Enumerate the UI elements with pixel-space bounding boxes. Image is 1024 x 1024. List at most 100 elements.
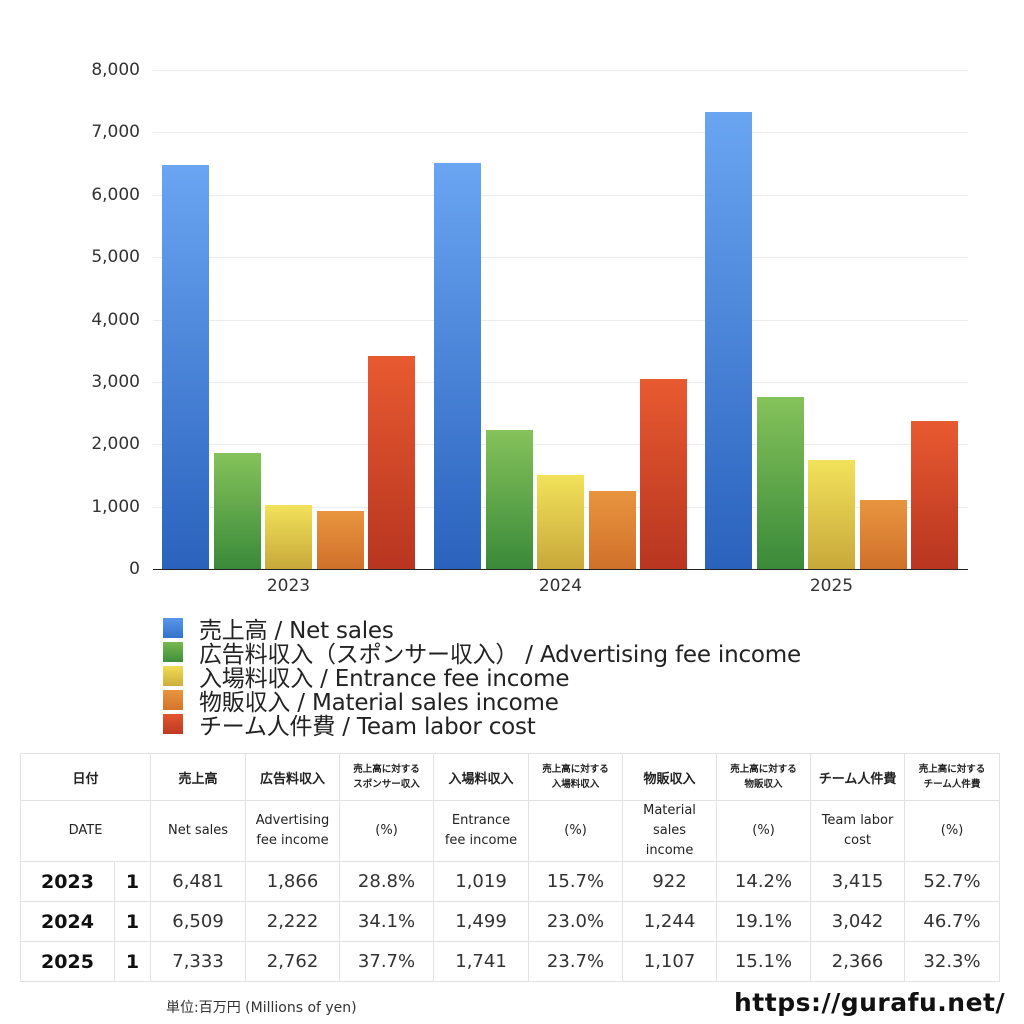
cell-mat-pct: 15.1% bbox=[716, 941, 812, 982]
cell-labor: 3,042 bbox=[810, 901, 906, 942]
header-line: スポンサー収入 bbox=[353, 779, 420, 790]
header-mat-pct-en: (%) bbox=[716, 800, 812, 862]
header-ent-pct-jp: 売上高に対する 入場料収入 bbox=[528, 753, 624, 801]
legend-item-advertising: 広告料収入（スポンサー収入） / Advertising fee income bbox=[163, 640, 801, 668]
x-tick-label: 2024 bbox=[538, 576, 583, 596]
bar bbox=[808, 460, 855, 569]
header-entrance-jp: 入場料収入 bbox=[433, 753, 530, 801]
bar-chart: 0 1,000 2,000 3,000 4,000 5,000 6,000 7,000 8,00… bbox=[91, 60, 968, 596]
legend-item-material: 物販収入 / Material sales income bbox=[163, 688, 801, 716]
table-row: 2024 1 6,509 2,222 34.1% 1,499 23.0% 1,2… bbox=[20, 901, 1001, 942]
header-line: 売上高に対する bbox=[730, 764, 797, 775]
bar bbox=[162, 164, 209, 569]
cell-year: 2025 bbox=[20, 941, 115, 982]
header-line: fee income bbox=[256, 833, 329, 848]
cell-labor: 3,415 bbox=[810, 861, 906, 902]
legend-label: チーム人件費 / Team labor cost bbox=[199, 714, 536, 740]
table-header-jp: 日付 売上高 広告料収入 売上高に対する スポンサー収入 入場料収入 売上高に対す… bbox=[19, 753, 1001, 801]
cell-ad-pct: 28.8% bbox=[339, 861, 435, 902]
bar bbox=[911, 421, 958, 569]
gridline bbox=[153, 194, 968, 196]
cell-net-sales: 6,481 bbox=[150, 861, 247, 902]
legend-label: 広告料収入（スポンサー収入） / Advertising fee income bbox=[199, 642, 801, 668]
bar bbox=[316, 511, 364, 569]
header-material-en: Material sales income bbox=[622, 800, 718, 862]
cell-material: 922 bbox=[622, 861, 718, 902]
cell-ad: 1,866 bbox=[245, 861, 341, 902]
cell-ent-pct: 23.0% bbox=[528, 901, 624, 942]
cell-month: 1 bbox=[113, 941, 152, 982]
table-header-en: DATE Net sales Advertising fee income (%)… bbox=[19, 800, 1001, 862]
header-ad-pct-jp: 売上高に対する スポンサー収入 bbox=[339, 753, 435, 801]
legend-item-net-sales: 売上高 / Net sales bbox=[163, 616, 801, 644]
header-ent-pct-en: (%) bbox=[528, 800, 624, 862]
y-tick-label: 2,000 bbox=[91, 434, 140, 455]
y-tick-label: 8,000 bbox=[91, 60, 140, 80]
header-line: cost bbox=[844, 833, 871, 848]
site-url: https://gurafu.net/ bbox=[734, 988, 1006, 1017]
legend-swatch bbox=[163, 666, 183, 686]
header-line: 物販収入 bbox=[744, 779, 783, 790]
cell-net-sales: 7,333 bbox=[150, 941, 247, 982]
bar bbox=[368, 355, 415, 569]
legend-label: 物販収入 / Material sales income bbox=[199, 690, 559, 716]
header-mat-pct-jp: 売上高に対する 物販収入 bbox=[716, 753, 812, 801]
header-line: fee income bbox=[444, 833, 518, 848]
header-line: Entrance bbox=[451, 813, 511, 828]
gridline bbox=[153, 70, 968, 71]
cell-lab-pct: 32.3% bbox=[904, 941, 1001, 982]
y-tick-label: 4,000 bbox=[91, 309, 140, 330]
cell-ad-pct: 34.1% bbox=[339, 901, 435, 942]
header-net-sales-jp: 売上高 bbox=[150, 753, 247, 801]
legend-swatch bbox=[163, 642, 183, 662]
cell-ent-pct: 15.7% bbox=[528, 861, 624, 902]
header-line: 売上高に対する bbox=[542, 764, 609, 775]
y-tick-label: 6,000 bbox=[91, 184, 140, 205]
cell-year: 2024 bbox=[20, 901, 115, 942]
header-ad-en: Advertising fee income bbox=[245, 800, 341, 862]
cell-entrance: 1,741 bbox=[433, 941, 530, 982]
cell-ad-pct: 37.7% bbox=[339, 941, 435, 982]
bar bbox=[705, 111, 752, 569]
cell-mat-pct: 19.1% bbox=[716, 901, 812, 942]
cell-lab-pct: 52.7% bbox=[904, 861, 1001, 902]
table-row: 2025 1 7,333 2,762 37.7% 1,741 23.7% 1,1… bbox=[20, 941, 1001, 982]
legend-swatch bbox=[163, 690, 183, 710]
cell-year: 2023 bbox=[20, 861, 115, 902]
header-line: 入場料収入 bbox=[551, 779, 600, 790]
cell-net-sales: 6,509 bbox=[150, 901, 247, 942]
bar bbox=[859, 499, 907, 569]
bar bbox=[213, 452, 261, 569]
chart-legend: 売上高 / Net sales 広告料収入（スポンサー収入） / Adverti… bbox=[163, 616, 801, 740]
header-line: 売上高に対する bbox=[918, 764, 986, 775]
legend-item-labor: チーム人件費 / Team labor cost bbox=[163, 712, 801, 740]
header-material-jp: 物販収入 bbox=[622, 753, 718, 801]
gridline bbox=[153, 132, 968, 134]
header-line: sales bbox=[652, 823, 687, 838]
header-line: Advertising bbox=[255, 813, 330, 828]
header-ad-pct-en: (%) bbox=[339, 800, 435, 862]
y-tick-label: 3,000 bbox=[91, 371, 140, 392]
bar bbox=[485, 430, 533, 569]
header-line: income bbox=[645, 843, 694, 858]
x-axis-line bbox=[153, 569, 968, 570]
legend-label: 売上高 / Net sales bbox=[199, 618, 394, 644]
legend-label: 入場料収入 / Entrance fee income bbox=[199, 666, 570, 692]
cell-mat-pct: 14.2% bbox=[716, 861, 812, 902]
cell-ad: 2,222 bbox=[245, 901, 341, 942]
cell-ad: 2,762 bbox=[245, 941, 341, 982]
bar bbox=[756, 396, 804, 569]
cell-entrance: 1,499 bbox=[433, 901, 530, 942]
legend-item-entrance: 入場料収入 / Entrance fee income bbox=[163, 664, 801, 692]
header-entrance-en: Entrance fee income bbox=[433, 800, 530, 862]
header-line: Team labor bbox=[821, 813, 894, 828]
bar bbox=[537, 475, 584, 569]
unit-note: 単位:百万円 (Millions of yen) bbox=[166, 1000, 357, 1016]
bar bbox=[640, 379, 687, 569]
cell-month: 1 bbox=[113, 901, 152, 942]
gridline bbox=[153, 319, 968, 321]
cell-ent-pct: 23.7% bbox=[528, 941, 624, 982]
cell-material: 1,107 bbox=[622, 941, 718, 982]
legend-swatch bbox=[163, 618, 183, 638]
data-table: 日付 売上高 広告料収入 売上高に対する スポンサー収入 入場料収入 売上高に対す… bbox=[19, 753, 1001, 982]
